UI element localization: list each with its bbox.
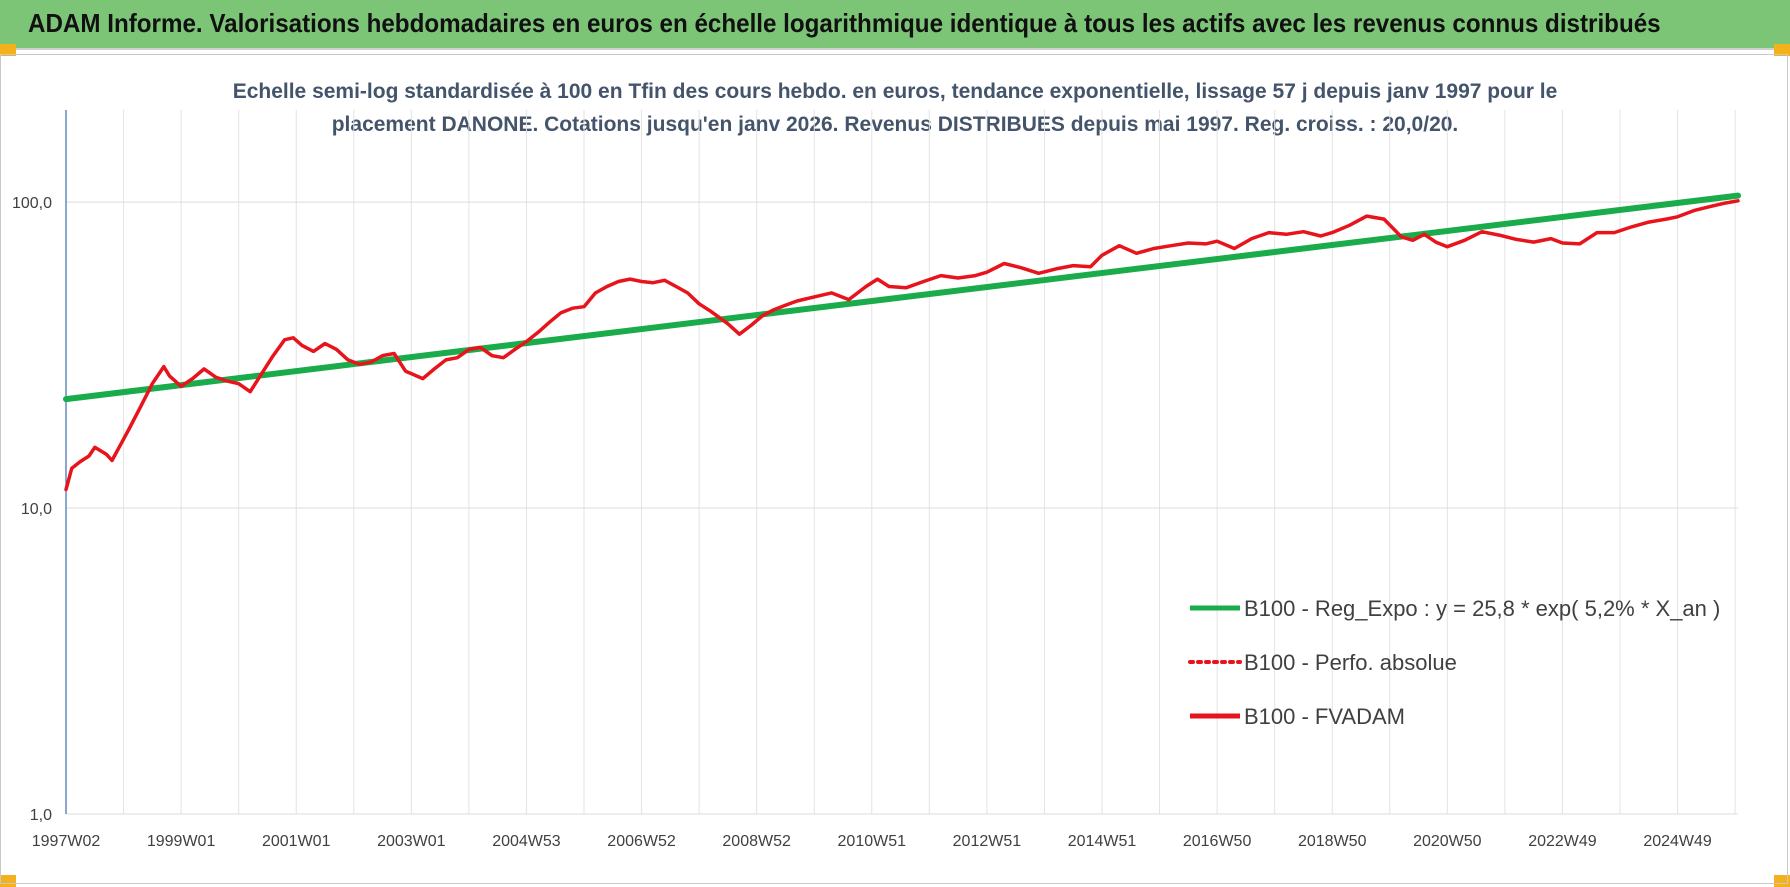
x-tick-label: 2020W50 [1413, 833, 1482, 850]
corner-marker-bottom-right [1774, 875, 1790, 887]
legend-label: B100 - FVADAM [1244, 704, 1405, 729]
x-tick-label: 2024W49 [1643, 833, 1712, 850]
title-bar: ADAM Informe. Valorisations hebdomadaire… [0, 0, 1790, 50]
legend-label: B100 - Reg_Expo : y = 25,8 * exp( 5,2% *… [1244, 596, 1720, 621]
x-tick-label: 2008W52 [722, 833, 791, 850]
corner-marker-right [1774, 44, 1790, 56]
chart-title-line-1: Echelle semi-log standardisée à 100 en T… [232, 80, 1558, 103]
x-tick-label: 2010W51 [838, 833, 907, 850]
x-tick-label: 2001W01 [262, 833, 331, 850]
x-tick-label: 2016W50 [1183, 833, 1252, 850]
legend-label: B100 - Perfo. absolue [1244, 650, 1457, 675]
y-tick-label: 10,0 [21, 501, 52, 518]
series-line-2 [64, 199, 1740, 492]
report-title: ADAM Informe. Valorisations hebdomadaire… [28, 8, 1661, 38]
x-tick-label: 2022W49 [1528, 833, 1597, 850]
chart-title-line-2: placement DANONE. Cotations jusqu'en jan… [331, 113, 1459, 136]
series-line-0 [63, 192, 1741, 403]
y-tick-label: 100,0 [12, 195, 52, 212]
x-tick-label: 2006W52 [607, 833, 676, 850]
x-tick-label: 2004W53 [492, 833, 561, 850]
chart-area [0, 54, 1788, 884]
x-tick-label: 1997W02 [32, 833, 101, 850]
x-tick-label: 2018W50 [1298, 833, 1367, 850]
x-tick-label: 1999W01 [147, 833, 216, 850]
x-tick-label: 2003W01 [377, 833, 446, 850]
corner-marker-bottom-left [0, 875, 16, 887]
x-tick-label: 2012W51 [953, 833, 1022, 850]
x-tick-label: 2014W51 [1068, 833, 1137, 850]
y-tick-label: 1,0 [30, 807, 52, 824]
corner-marker-left [0, 44, 16, 56]
